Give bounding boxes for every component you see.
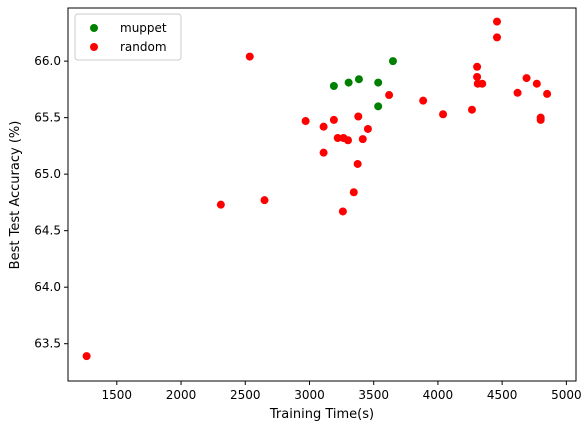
point-random <box>473 72 482 81</box>
point-random <box>363 124 372 133</box>
point-muppet <box>329 81 338 90</box>
point-muppet <box>344 78 353 87</box>
y-tick-label: 66.0 <box>34 54 61 68</box>
plot-frame <box>67 7 577 382</box>
point-random <box>329 115 338 124</box>
point-random <box>82 352 91 361</box>
point-random <box>301 117 310 126</box>
legend-box <box>74 13 182 61</box>
y-tick-label: 65.5 <box>34 111 61 125</box>
point-random <box>473 62 482 71</box>
point-muppet <box>374 102 383 111</box>
point-muppet <box>354 75 363 84</box>
x-tick-label: 3500 <box>358 388 389 402</box>
x-tick-label: 4000 <box>423 388 454 402</box>
x-axis-label: Training Time(s) <box>269 407 374 422</box>
point-muppet <box>388 57 397 66</box>
legend-marker-random <box>90 43 98 51</box>
point-random <box>513 88 522 97</box>
x-tick-label: 2000 <box>166 388 197 402</box>
x-axis-ticks: 1500 2000 2500 3000 3500 4000 4500 5000 <box>102 381 582 402</box>
point-random <box>260 196 269 205</box>
legend-label-muppet: muppet <box>120 21 167 35</box>
point-random <box>353 159 362 168</box>
point-random <box>349 188 358 197</box>
x-tick-label: 2500 <box>230 388 261 402</box>
point-random <box>543 89 552 98</box>
points-layer <box>82 17 552 361</box>
point-random <box>245 52 254 61</box>
x-tick-label: 4500 <box>487 388 518 402</box>
point-random <box>385 91 394 100</box>
y-axis-ticks: 63.5 64.0 64.5 65.0 65.5 66.0 <box>34 54 68 351</box>
point-random <box>419 96 428 105</box>
x-tick-label: 1500 <box>102 388 133 402</box>
point-random <box>216 200 225 209</box>
y-tick-label: 65.0 <box>34 167 61 181</box>
point-random <box>439 110 448 119</box>
point-random <box>354 112 363 121</box>
point-random <box>358 135 367 144</box>
y-tick-label: 64.0 <box>34 280 61 294</box>
point-random <box>522 74 531 83</box>
point-random <box>333 133 342 142</box>
point-muppet <box>374 78 383 87</box>
point-random <box>493 33 502 42</box>
point-random <box>478 79 487 88</box>
y-axis-label: Best Test Accuracy (%) <box>8 121 23 270</box>
point-random <box>319 148 328 157</box>
y-tick-label: 63.5 <box>34 337 61 351</box>
point-random <box>467 105 476 114</box>
point-random <box>536 115 545 124</box>
x-tick-label: 3000 <box>294 388 325 402</box>
point-random <box>319 122 328 131</box>
x-tick-label: 5000 <box>551 388 582 402</box>
point-random <box>344 136 353 145</box>
point-random <box>532 79 541 88</box>
legend: muppet random <box>74 13 182 61</box>
y-tick-label: 64.5 <box>34 224 61 238</box>
point-random <box>338 207 347 216</box>
legend-marker-muppet <box>90 24 98 32</box>
legend-label-random: random <box>120 40 167 54</box>
point-random <box>493 17 502 26</box>
